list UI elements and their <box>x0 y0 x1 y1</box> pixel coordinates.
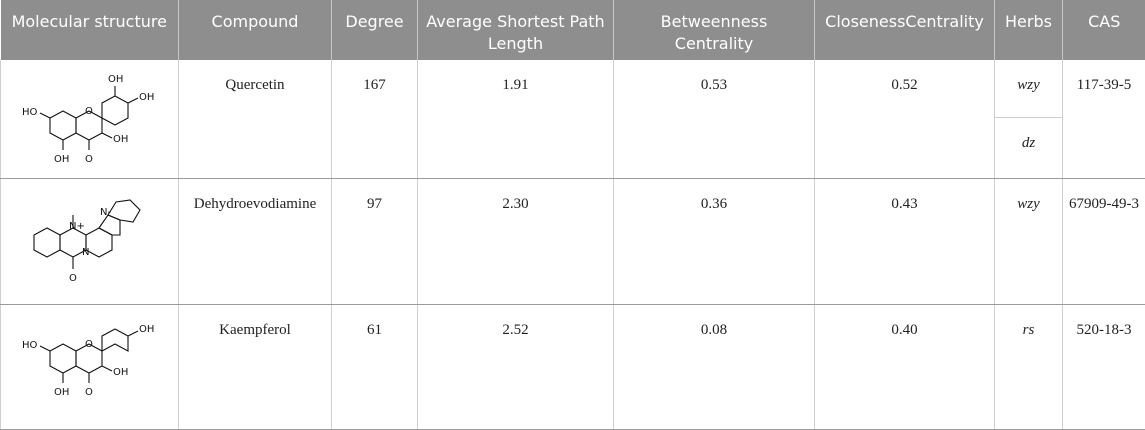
table-row: N+ N- N O Dehydroevodiamine 97 2.30 0.36… <box>1 179 1145 305</box>
degree-cell: 97 <box>332 179 418 305</box>
compound-cell: Quercetin <box>179 60 332 179</box>
header-betweenness-centrality: Betweenness Centrality <box>614 0 815 60</box>
compound-cell: Kaempferol <box>179 305 332 430</box>
structure-label: HO <box>22 340 38 351</box>
table-row: OH HO OH OH O O Kaempferol 61 2.52 0.08 … <box>1 305 1145 430</box>
molecular-structure-cell: OH OH HO OH OH O O <box>1 60 179 179</box>
header-average-shortest-path-length: Average Shortest Path Length <box>418 0 614 60</box>
header-molecular-structure: Molecular structure <box>1 0 179 60</box>
header-compound: Compound <box>179 0 332 60</box>
herb-cell: wzy <box>995 60 1063 118</box>
avg-path-cell: 2.30 <box>418 179 614 305</box>
structure-label: O <box>85 106 93 117</box>
structure-label: OH <box>54 387 69 398</box>
molecular-structure-cell: OH HO OH OH O O <box>1 305 179 430</box>
closeness-cell: 0.52 <box>815 60 995 179</box>
structure-label: OH <box>139 324 154 335</box>
cas-cell: 117-39-5 <box>1063 60 1145 179</box>
degree-cell: 61 <box>332 305 418 430</box>
avg-path-cell: 1.91 <box>418 60 614 179</box>
kaempferol-structure-image: OH HO OH OH O O <box>20 311 160 411</box>
structure-label: OH <box>54 154 69 165</box>
structure-label: O <box>85 387 93 398</box>
quercetin-structure-image: OH OH HO OH OH O O <box>20 66 160 171</box>
structure-label: OH <box>139 92 154 103</box>
header-cas: CAS <box>1063 0 1145 60</box>
herb-cell: wzy <box>995 179 1063 305</box>
structure-label: O <box>85 154 93 165</box>
structure-label: O <box>85 339 93 350</box>
closeness-cell: 0.40 <box>815 305 995 430</box>
compound-cell: Dehydroevodiamine <box>179 179 332 305</box>
betweenness-cell: 0.53 <box>614 60 815 179</box>
header-degree: Degree <box>332 0 418 60</box>
structure-label: OH <box>113 134 128 145</box>
betweenness-cell: 0.08 <box>614 305 815 430</box>
herb-cell: rs <box>995 305 1063 430</box>
degree-cell: 167 <box>332 60 418 179</box>
structure-label: HO <box>22 107 38 118</box>
header-row: Molecular structure Compound Degree Aver… <box>1 0 1145 60</box>
header-herbs: Herbs <box>995 0 1063 60</box>
structure-label: OH <box>108 74 123 85</box>
table-row: OH OH HO OH OH O O Quercetin 167 1.91 0.… <box>1 60 1145 118</box>
structure-label: N- <box>100 207 111 218</box>
closeness-cell: 0.43 <box>815 179 995 305</box>
structure-label: O <box>69 273 77 284</box>
cas-cell: 520-18-3 <box>1063 305 1145 430</box>
betweenness-cell: 0.36 <box>614 179 815 305</box>
molecular-structure-cell: N+ N- N O <box>1 179 179 305</box>
dehydroevodiamine-structure-image: N+ N- N O <box>20 185 160 297</box>
avg-path-cell: 2.52 <box>418 305 614 430</box>
cas-cell: 67909-49-3 <box>1063 179 1145 305</box>
header-closeness-centrality: ClosenessCentrality <box>815 0 995 60</box>
structure-label: N <box>82 247 89 258</box>
structure-label: N+ <box>69 221 85 232</box>
structure-label: OH <box>113 367 128 378</box>
herb-cell: dz <box>995 118 1063 179</box>
